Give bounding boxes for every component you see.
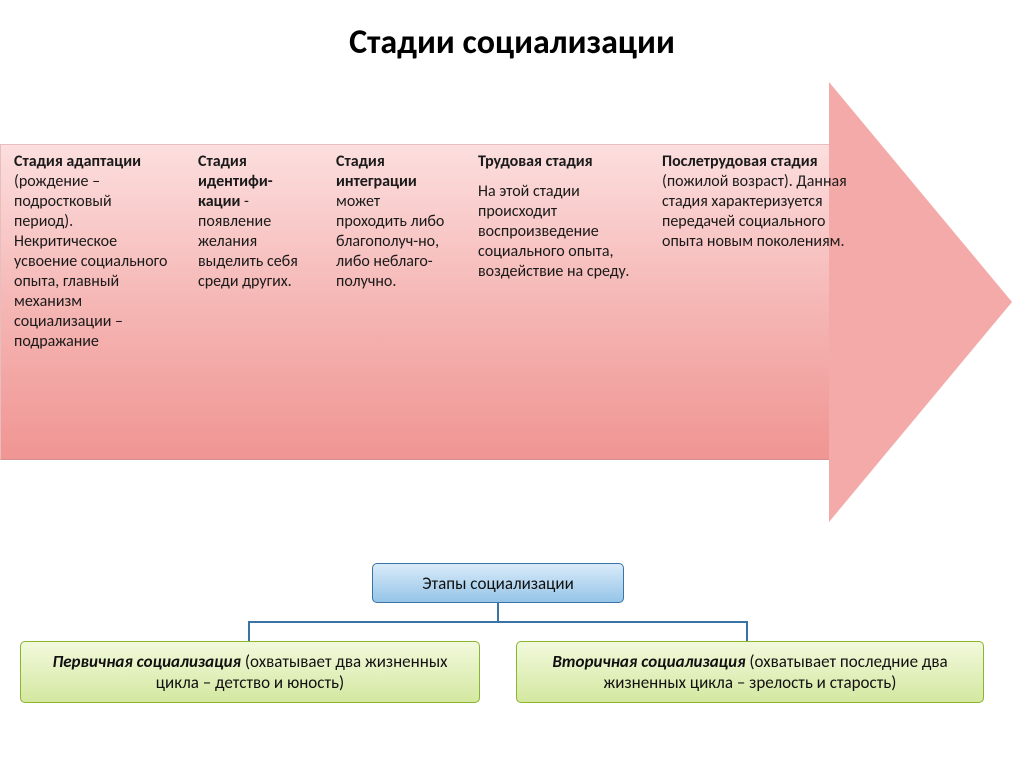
stage-desc: На этой стадии происходит воспроизведени… xyxy=(478,182,644,282)
hierarchy-child-primary: Первичная социализация (охватывает два ж… xyxy=(20,641,480,703)
child-bold: Вторичная социализация xyxy=(552,651,745,672)
stage-name: Стадия идентифи-кации xyxy=(198,152,273,211)
connector-icon xyxy=(746,621,748,641)
stage-name: Стадия интеграции xyxy=(336,152,417,191)
child-bold: Первичная социализация xyxy=(53,651,242,672)
stage-identification: Стадия идентифи-кации - появление желани… xyxy=(184,142,322,460)
stage-labor: Трудовая стадия На этой стадии происходи… xyxy=(464,142,654,460)
connector-icon xyxy=(248,621,748,623)
stages-arrow: Стадия адаптации (рождение – подростковы… xyxy=(0,120,1024,480)
connector-icon xyxy=(248,621,250,641)
stage-desc: (пожилой возраст). Данная стадия характе… xyxy=(662,172,847,251)
hierarchy-diagram: Этапы социализации Первичная социализаци… xyxy=(0,555,1024,755)
stage-name: Стадия адаптации xyxy=(14,152,141,171)
hierarchy-parent: Этапы социализации xyxy=(372,563,624,603)
stage-integration: Стадия интеграции может проходить либо б… xyxy=(322,142,464,460)
stage-postlabor: Послетрудовая стадия (пожилой возраст). … xyxy=(654,142,862,460)
stage-desc: может проходить либо благополуч-но, либо… xyxy=(336,192,444,291)
stage-name: Послетрудовая стадия xyxy=(662,152,818,171)
hierarchy-child-secondary: Вторичная социализация (охватывает после… xyxy=(516,641,984,703)
diagram-title: Стадии социализации xyxy=(0,0,1024,73)
stage-desc: (рождение – подростковый период). Некрит… xyxy=(14,172,167,351)
stages-container: Стадия адаптации (рождение – подростковы… xyxy=(0,142,1024,460)
stage-name: Трудовая стадия xyxy=(478,152,593,171)
stage-adaptation: Стадия адаптации (рождение – подростковы… xyxy=(0,142,184,460)
connector-icon xyxy=(497,603,499,621)
